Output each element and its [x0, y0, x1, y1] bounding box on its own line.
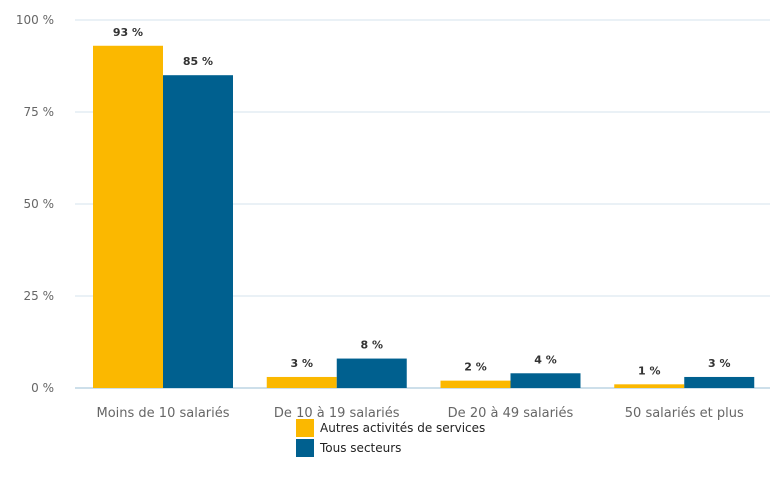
legend-label-series-1: Autres activités de services: [320, 421, 486, 435]
bar-value-label: 4 %: [534, 353, 557, 366]
bar-series-2[interactable]: [510, 373, 581, 388]
legend-label-series-2: Tous secteurs: [320, 441, 402, 455]
bar-series-1[interactable]: [614, 384, 685, 388]
y-tick-label: 25 %: [24, 289, 55, 303]
bar-series-2[interactable]: [684, 376, 755, 388]
y-tick-label: 0 %: [31, 381, 54, 395]
bar-series-1[interactable]: [440, 380, 511, 388]
bar-value-label: 2 %: [464, 361, 487, 374]
bar-series-1[interactable]: [93, 45, 163, 388]
bars: [93, 45, 755, 388]
bar-value-labels: 93 % 85 % 3 % 8 % 2 % 4 % 1 % 3 %: [113, 26, 731, 378]
x-tick-label: De 10 à 19 salariés: [274, 406, 400, 421]
y-tick-label: 100 %: [16, 13, 54, 27]
bar-series-1[interactable]: [266, 376, 337, 388]
x-axis-ticks: Moins de 10 salariés De 10 à 19 salariés D…: [96, 406, 743, 421]
bar-value-label: 1 %: [638, 364, 661, 377]
x-tick-label: Moins de 10 salariés: [96, 406, 229, 421]
bar-value-label: 8 %: [360, 339, 383, 352]
bar-value-label: 3 %: [708, 357, 731, 370]
legend-swatch-series-1: [296, 419, 314, 437]
legend: Autres activités de services Tous secteu…: [296, 418, 485, 458]
bar-value-label: 93 %: [113, 26, 143, 39]
bar-value-label: 3 %: [290, 357, 313, 370]
legend-item-series-2[interactable]: Tous secteurs: [296, 438, 485, 458]
bar-series-2[interactable]: [336, 358, 407, 388]
legend-item-series-1[interactable]: Autres activités de services: [296, 418, 485, 438]
y-tick-label: 75 %: [24, 105, 55, 119]
bar-value-label: 85 %: [183, 55, 213, 68]
legend-swatch-series-2: [296, 439, 314, 457]
x-tick-label: 50 salariés et plus: [625, 406, 744, 421]
bar-series-2[interactable]: [163, 75, 233, 388]
y-axis-ticks: 0 % 25 % 50 % 75 % 100 %: [16, 13, 54, 395]
y-tick-label: 50 %: [24, 197, 55, 211]
x-tick-label: De 20 à 49 salariés: [448, 406, 574, 421]
